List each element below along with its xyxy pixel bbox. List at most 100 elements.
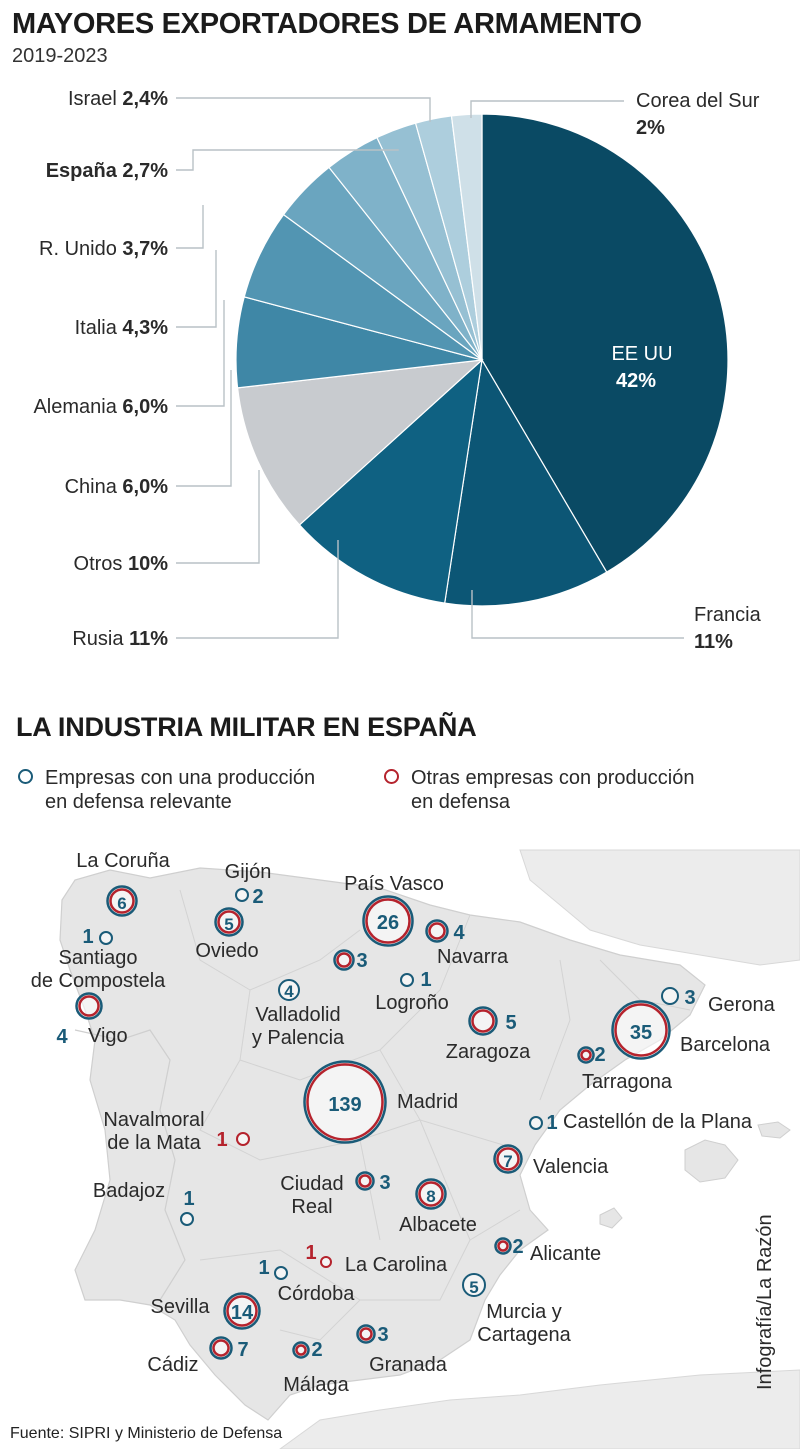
pie-slice-rusia [298, 358, 483, 604]
pie-label-israel: Israel 2,4% [68, 88, 431, 122]
marker-inner-ring [359, 1327, 373, 1341]
marker-name: La Coruña [76, 850, 170, 872]
marker-inner-ring [496, 1147, 520, 1171]
location-barcelona: 35 Barcelona [611, 1000, 771, 1060]
marker-count: 3 [684, 987, 695, 1009]
marker-name: Logroño [375, 992, 448, 1014]
marker-count: 8 [426, 1187, 435, 1206]
svg-text:Rusia 11%: Rusia 11% [72, 628, 168, 650]
pie-label-rusia: Rusia 11% [72, 540, 339, 650]
location-ciudad-real: 3 Ciudad Real [280, 1171, 391, 1218]
marker-inner-ring [497, 1240, 509, 1252]
marker-name: Córdoba [278, 1283, 356, 1305]
ibiza-island [599, 1207, 623, 1229]
pie-label-value: 10% [128, 553, 168, 575]
marker-ring [400, 973, 414, 987]
marker-name: Madrid [397, 1091, 458, 1113]
location-albacete: 8 Albacete [399, 1178, 477, 1236]
svg-text:Alemania 6,0%: Alemania 6,0% [33, 396, 168, 418]
location-la-coruna: 6 La Coruña [76, 850, 171, 917]
location-murcia-y-cartagena: 5 Murcia y Cartagena [462, 1273, 572, 1346]
svg-text:Italia 4,3%: Italia 4,3% [75, 317, 169, 339]
marker-inner-ring [358, 1174, 372, 1188]
pie-label-name: Israel [68, 88, 122, 110]
pie-label-otros: Otros 10% [74, 470, 260, 575]
leader-line-china [176, 370, 232, 487]
marker-count: 1 [420, 969, 431, 991]
marker-count: 1 [546, 1112, 557, 1134]
location-navalmoral-de-la-mata: 1 Navalmoral de la Mata [103, 1109, 250, 1154]
pie-label-eeuu: EE UU 42% [611, 343, 672, 392]
marker-ring [235, 888, 249, 902]
marker-inner-ring [109, 888, 135, 914]
location-pais-vasco: 26 País Vasco [344, 873, 444, 947]
marker-name: Badajoz [93, 1180, 165, 1202]
africa-land [279, 1369, 800, 1449]
pie-label-francia: Francia 11% [471, 590, 762, 653]
marker-count: 4 [284, 982, 294, 1001]
marker-ring [99, 931, 113, 945]
marker-count: 2 [594, 1044, 605, 1066]
pie-label-runido: R. Unido 3,7% [39, 205, 204, 260]
marker-count: 1 [216, 1129, 227, 1151]
pie-label-name: EE UU [611, 343, 672, 365]
marker-name: Navarra [437, 946, 509, 968]
marker-ring [462, 1273, 486, 1297]
marker-outer-ring [355, 1171, 375, 1191]
marker-inner-ring [365, 898, 411, 944]
red-ring-icon [384, 769, 399, 784]
marker-count: 1 [305, 1242, 316, 1264]
mallorca-island [684, 1139, 739, 1183]
svg-text:R. Unido 3,7%: R. Unido 3,7% [39, 238, 168, 260]
pie-label-alemania: Alemania 6,0% [33, 300, 225, 418]
pie-label-value: 2,4% [122, 88, 168, 110]
marker-count: 2 [512, 1236, 523, 1258]
leader-line-francia [471, 590, 684, 639]
pie-label-value: 6,0% [122, 396, 168, 418]
chart-subtitle: 2019-2023 [12, 45, 108, 67]
location-tarragona: 2 Tarragona [577, 1044, 673, 1093]
marker-name: Castellón de la Plana [563, 1111, 753, 1133]
marker-count: 5 [505, 1012, 516, 1034]
marker-outer-ring [415, 1178, 447, 1210]
pie-label-name: China [65, 476, 123, 498]
pie-label-value: 11% [694, 631, 733, 653]
marker-outer-ring [494, 1237, 512, 1255]
marker-name: País Vasco [344, 873, 444, 895]
pie-label-name: Alemania [33, 396, 122, 418]
marker-count: 139 [328, 1094, 361, 1116]
svg-text:España 2,7%: España 2,7% [46, 160, 169, 182]
marker-count: 3 [379, 1172, 390, 1194]
marker-outer-ring [356, 1324, 376, 1344]
marker-name: Oviedo [195, 940, 258, 962]
portugal-border [74, 1029, 186, 1301]
marker-name: Zaragoza [446, 1041, 531, 1063]
leader-line-rusia [176, 540, 339, 639]
marker-count: 35 [630, 1022, 652, 1044]
marker-outer-ring [106, 885, 138, 917]
location-castellon-de-la-plana: 1 Castellón de la Plana [529, 1111, 753, 1134]
marker-inner-ring [336, 952, 352, 968]
location-zaragoza: 5 Zaragoza [446, 1006, 531, 1063]
pie-label-corea: Corea del Sur 2% [470, 90, 760, 139]
marker-ring [180, 1212, 194, 1226]
pie-label-value: 4,3% [122, 317, 168, 339]
marker-ring [274, 1266, 288, 1280]
marker-name: Santiago de Compostela [31, 947, 166, 992]
leader-line-otros [176, 470, 260, 564]
marker-count: 26 [377, 912, 399, 934]
pie-chart: Israel 2,4% España 2,7% R. Unido 3,7% Itali… [33, 88, 762, 653]
location-gerona: 3 Gerona [661, 987, 776, 1016]
marker-count: 7 [237, 1339, 248, 1361]
pie-label-name: Francia [694, 604, 762, 626]
marker-ring [320, 1256, 332, 1268]
marker-count: 2 [252, 886, 263, 908]
legend-other: Otras empresas con producción en defensa [384, 766, 694, 814]
marker-inner-ring [614, 1003, 668, 1057]
marker-inner-ring [428, 922, 446, 940]
marker-name: Vigo [88, 1025, 128, 1047]
location-badajoz: 1 Badajoz [93, 1180, 195, 1226]
